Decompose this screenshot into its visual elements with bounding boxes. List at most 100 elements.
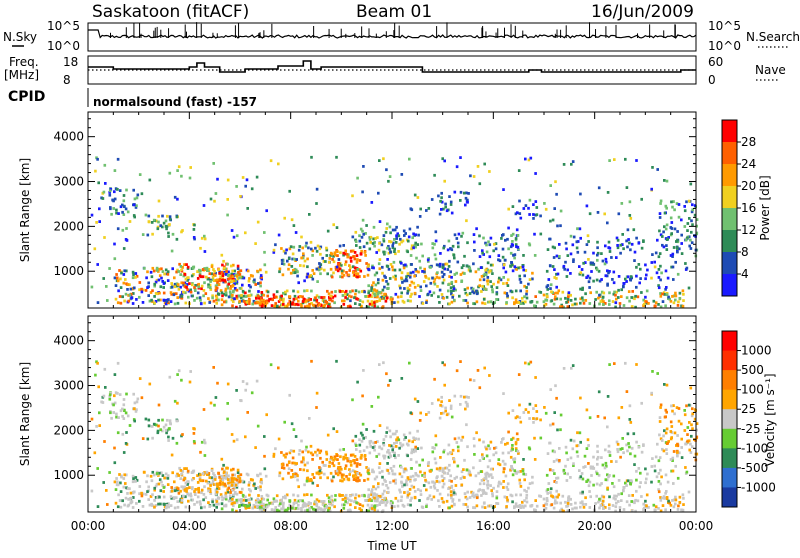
power-cell [202, 294, 205, 298]
power-cell [224, 267, 227, 271]
power-cell [287, 303, 290, 306]
power-cell [414, 233, 417, 237]
power-cell [224, 289, 227, 293]
velocity-cell [509, 468, 512, 472]
velocity-cell [553, 480, 556, 483]
power-cell [695, 231, 699, 235]
power-cell [514, 289, 518, 293]
velocity-cell [553, 411, 556, 414]
power-cell [162, 298, 166, 302]
velocity-cell [456, 445, 460, 449]
velocity-cell [404, 482, 408, 485]
power-cell [161, 214, 164, 218]
power-cell [656, 168, 659, 171]
velocity-cell [96, 361, 99, 365]
power-cell [398, 284, 401, 288]
power-cell [380, 243, 384, 247]
power-cell [260, 277, 263, 281]
velocity-cell [355, 464, 359, 468]
power-cell [594, 298, 597, 301]
velocity-cell [497, 462, 500, 466]
power-cell [239, 195, 242, 198]
power-cell [450, 211, 454, 215]
velocity-cell [342, 477, 346, 481]
power-cell [320, 304, 323, 307]
power-cell [154, 280, 158, 284]
power-cell [185, 286, 188, 289]
velocity-cell [218, 476, 221, 479]
velocity-cell [155, 482, 159, 486]
power-cell [556, 272, 560, 276]
power-cell [598, 279, 602, 283]
velocity-cell [576, 431, 579, 435]
power-cell [141, 233, 145, 236]
power-cell [149, 291, 153, 294]
power-cell [441, 275, 445, 279]
power-cell [239, 296, 243, 300]
velocity-cell [642, 502, 645, 506]
power-cell [95, 156, 98, 160]
power-cell [308, 213, 311, 216]
velocity-cell [367, 495, 370, 499]
power-cell [671, 255, 674, 258]
velocity-cell [358, 443, 362, 447]
velocity-cell [260, 479, 263, 483]
power-panel-frame [87, 111, 697, 309]
velocity-cell [388, 481, 392, 484]
velocity-cell [559, 428, 562, 432]
power-cell [214, 271, 217, 275]
velocity-cell [418, 419, 422, 422]
velocity-cell [446, 472, 450, 475]
colorbar-tick-label: -500 [741, 461, 768, 475]
power-cell [341, 290, 344, 293]
power-cell [232, 300, 235, 304]
power-cell [333, 251, 337, 255]
velocity-cell [680, 422, 683, 426]
velocity-cell [663, 429, 666, 433]
velocity-cell [311, 507, 315, 511]
velocity-cell [384, 480, 387, 483]
power-cell [622, 282, 626, 285]
velocity-cell [182, 485, 185, 489]
power-cell [362, 232, 365, 236]
velocity-cell [254, 487, 257, 490]
power-cell [269, 159, 273, 163]
power-cell [98, 220, 101, 223]
velocity-cell [412, 474, 415, 478]
power-cell [251, 274, 254, 278]
power-cell [207, 297, 210, 300]
velocity-cell [670, 425, 674, 428]
velocity-cell [156, 496, 159, 500]
velocity-cell [662, 434, 665, 438]
power-cell [442, 246, 445, 250]
power-cell [192, 228, 196, 231]
power-cell [256, 269, 259, 273]
power-cell [559, 305, 562, 309]
velocity-cell [202, 408, 206, 411]
power-cell [290, 218, 294, 222]
power-cell [610, 256, 613, 259]
power-cell [653, 260, 656, 264]
power-cell [258, 303, 262, 307]
velocity-cell [359, 508, 363, 512]
power-cell [166, 270, 170, 274]
velocity-cell [409, 475, 413, 479]
power-cell [304, 244, 308, 248]
velocity-cell [640, 450, 644, 454]
velocity-cell [404, 436, 407, 439]
velocity-cell [316, 484, 319, 487]
power-cell [251, 302, 254, 306]
velocity-cell [673, 431, 677, 435]
velocity-cell [370, 488, 374, 492]
power-cell [494, 242, 498, 245]
velocity-cell [440, 474, 444, 478]
velocity-cell [149, 474, 153, 478]
velocity-cell [212, 503, 216, 507]
power-cell [487, 240, 490, 244]
velocity-cell [329, 471, 333, 475]
power-cell [456, 260, 460, 264]
power-cell [496, 298, 500, 301]
velocity-cell [579, 501, 582, 505]
velocity-cell [519, 493, 522, 497]
velocity-cell [478, 459, 482, 462]
